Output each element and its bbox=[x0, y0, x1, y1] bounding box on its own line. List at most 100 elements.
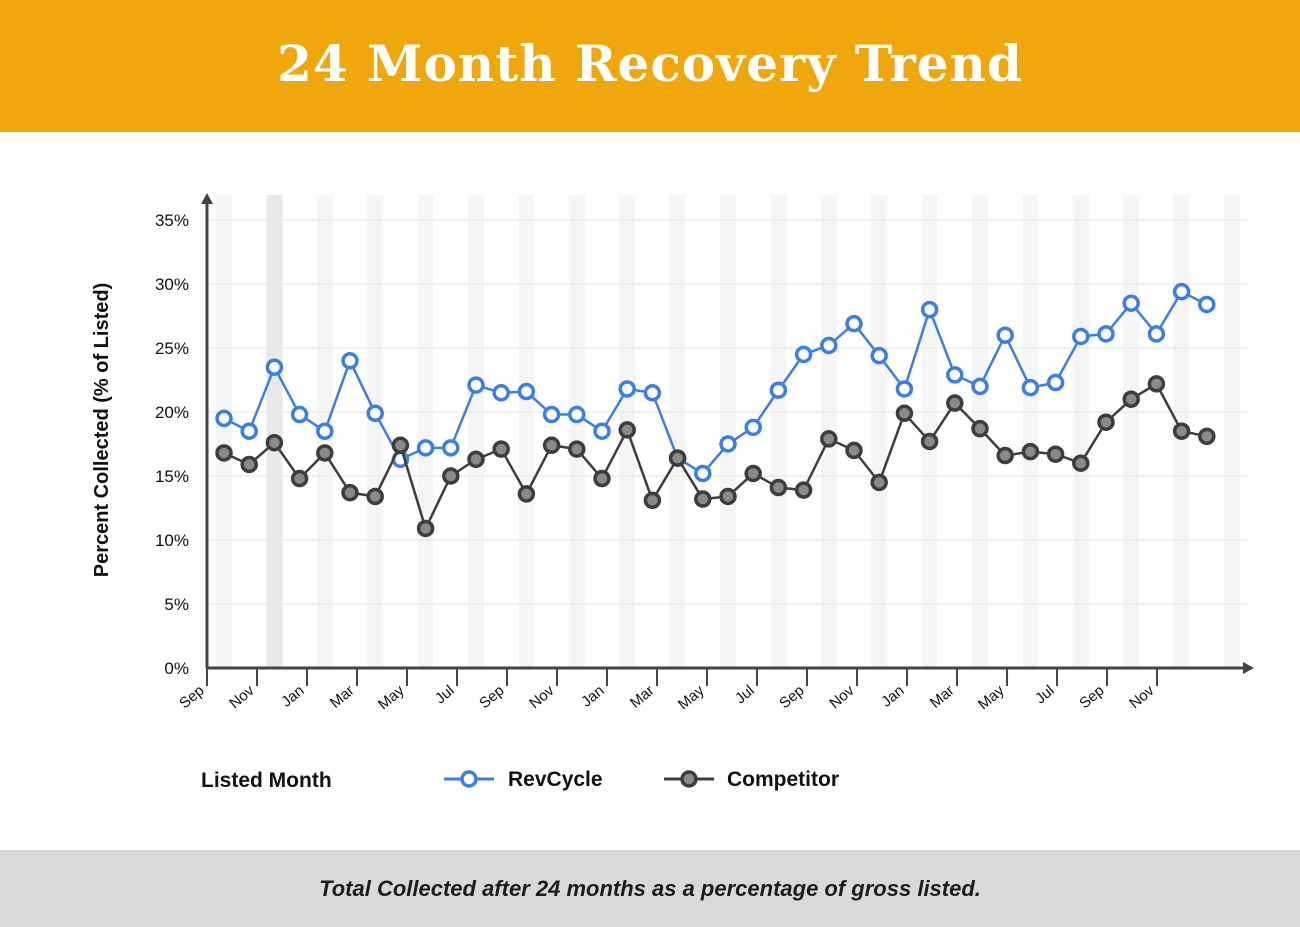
column-band bbox=[367, 195, 384, 668]
gridlines bbox=[207, 219, 1248, 605]
data-point-revcycle bbox=[568, 405, 586, 424]
data-point-competitor bbox=[643, 491, 662, 510]
x-tick-label: Jul bbox=[1032, 682, 1058, 707]
data-point-revcycle bbox=[769, 381, 788, 399]
x-tick-label: Jan bbox=[578, 682, 607, 711]
data-point-revcycle bbox=[1198, 295, 1216, 314]
legend-item-revcycle: RevCycle bbox=[444, 768, 603, 791]
x-tick-label: Sep bbox=[476, 682, 507, 712]
data-point-revcycle bbox=[517, 382, 536, 401]
page-title: 24 Month Recovery Trend bbox=[277, 34, 1023, 93]
x-tick-label: May bbox=[975, 682, 1008, 714]
data-point-revcycle bbox=[542, 405, 561, 424]
y-tick-label: 5% bbox=[164, 595, 189, 614]
data-point-revcycle bbox=[996, 326, 1014, 344]
column-band bbox=[1022, 195, 1039, 668]
x-tick-label: Mar bbox=[627, 682, 658, 712]
column-band bbox=[417, 195, 434, 668]
x-tick-label: May bbox=[675, 682, 708, 714]
x-tick-label: Nov bbox=[826, 682, 858, 712]
x-tick-label: Mar bbox=[327, 682, 358, 712]
data-point-revcycle bbox=[492, 384, 510, 402]
column-band bbox=[1123, 195, 1140, 668]
data-point-competitor bbox=[467, 450, 485, 469]
column-band bbox=[669, 195, 686, 668]
data-point-revcycle bbox=[1072, 327, 1090, 346]
y-tick-label: 20% bbox=[155, 403, 189, 422]
x-tick-label: Sep bbox=[776, 682, 807, 712]
data-point-revcycle bbox=[1021, 378, 1040, 397]
column-band bbox=[1072, 195, 1089, 668]
column-band bbox=[216, 195, 232, 668]
x-tick-label: Mar bbox=[927, 682, 958, 712]
data-point-revcycle bbox=[416, 439, 435, 457]
data-point-competitor bbox=[542, 436, 561, 455]
legend-marker-revcycle bbox=[460, 770, 478, 788]
data-point-competitor bbox=[820, 430, 838, 448]
data-point-revcycle bbox=[895, 380, 914, 398]
y-axis-arrow bbox=[201, 193, 213, 204]
data-point-competitor bbox=[517, 485, 536, 503]
column-band bbox=[468, 195, 484, 668]
axes bbox=[201, 193, 1254, 686]
data-point-competitor bbox=[920, 432, 939, 451]
data-point-competitor bbox=[1172, 422, 1191, 440]
data-point-competitor bbox=[719, 487, 737, 506]
data-point-competitor bbox=[769, 478, 788, 497]
data-point-competitor bbox=[366, 487, 384, 506]
x-tick-label: Nov bbox=[1126, 682, 1158, 712]
data-point-competitor bbox=[391, 436, 410, 455]
x-tick-label: Jan bbox=[278, 682, 307, 711]
data-point-revcycle bbox=[1147, 325, 1166, 343]
data-point-competitor bbox=[416, 519, 435, 538]
column-band bbox=[770, 195, 787, 668]
x-tick-label: May bbox=[375, 682, 408, 714]
legend: Listed Month RevCycle Competitor bbox=[201, 768, 839, 792]
column-band bbox=[518, 195, 535, 668]
data-point-revcycle bbox=[744, 418, 762, 437]
x-tick-label: Jul bbox=[432, 682, 458, 707]
data-point-revcycle bbox=[467, 376, 485, 394]
data-point-competitor bbox=[265, 433, 284, 452]
series-line-competitor bbox=[223, 382, 1208, 530]
data-point-revcycle bbox=[1172, 282, 1191, 301]
data-point-revcycle bbox=[341, 352, 359, 370]
data-point-revcycle bbox=[971, 377, 989, 396]
series-line-revcycle bbox=[223, 290, 1208, 475]
data-point-revcycle bbox=[694, 464, 712, 483]
x-axis-arrow bbox=[1243, 662, 1254, 674]
data-point-competitor bbox=[593, 469, 611, 488]
data-point-revcycle bbox=[593, 422, 611, 440]
data-point-competitor bbox=[744, 464, 762, 483]
title-banner: 24 Month Recovery Trend bbox=[0, 0, 1300, 132]
column-band bbox=[568, 195, 585, 668]
data-point-revcycle bbox=[1122, 294, 1140, 312]
y-axis-label: Percent Collected (% of Listed) bbox=[91, 283, 113, 578]
y-tick-label: 30% bbox=[155, 275, 189, 294]
data-point-competitor bbox=[794, 481, 813, 499]
series-group bbox=[215, 282, 1216, 538]
column-band bbox=[266, 195, 283, 668]
data-point-revcycle bbox=[1097, 325, 1115, 343]
data-point-competitor bbox=[895, 404, 914, 423]
data-point-competitor bbox=[694, 490, 712, 508]
data-point-revcycle bbox=[618, 380, 636, 398]
data-point-competitor bbox=[1046, 445, 1065, 463]
column-band bbox=[871, 195, 888, 668]
data-point-revcycle bbox=[1046, 373, 1065, 392]
data-point-competitor bbox=[1097, 413, 1115, 431]
data-point-competitor bbox=[1147, 375, 1166, 393]
series-revcycle bbox=[215, 282, 1216, 483]
line-chart: 0% 5% 10% 15% 20% 25% 30% 35% Sep Nov Jan Mar May Ju… bbox=[91, 193, 1254, 792]
series-competitor bbox=[215, 375, 1216, 538]
data-point-competitor bbox=[1122, 390, 1140, 408]
data-point-competitor bbox=[1021, 442, 1040, 461]
data-point-revcycle bbox=[946, 366, 964, 384]
data-point-competitor bbox=[946, 394, 964, 412]
y-tick-label: 0% bbox=[164, 659, 189, 678]
data-point-revcycle bbox=[920, 300, 939, 319]
data-point-competitor bbox=[618, 421, 636, 439]
data-point-competitor bbox=[442, 467, 460, 485]
data-point-competitor bbox=[492, 440, 510, 458]
data-point-competitor bbox=[240, 455, 258, 474]
